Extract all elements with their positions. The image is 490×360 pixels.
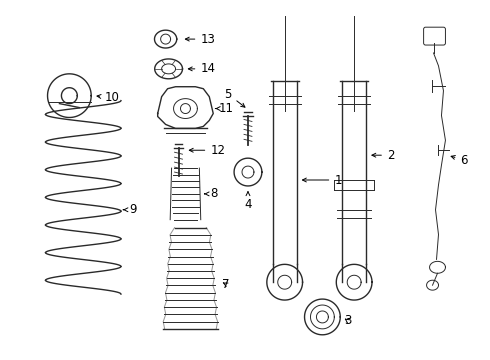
Text: 10: 10 bbox=[97, 91, 120, 104]
Text: 13: 13 bbox=[185, 33, 215, 46]
Text: 14: 14 bbox=[188, 62, 215, 75]
Text: 8: 8 bbox=[205, 188, 218, 201]
Text: 12: 12 bbox=[189, 144, 225, 157]
Text: 1: 1 bbox=[302, 174, 342, 186]
Text: 11: 11 bbox=[216, 102, 233, 115]
Text: 7: 7 bbox=[222, 278, 230, 291]
Text: 3: 3 bbox=[344, 314, 352, 327]
Text: 2: 2 bbox=[372, 149, 394, 162]
Text: 5: 5 bbox=[224, 87, 245, 107]
FancyBboxPatch shape bbox=[424, 27, 445, 45]
Text: 6: 6 bbox=[451, 154, 468, 167]
Text: 4: 4 bbox=[244, 192, 252, 211]
Text: 9: 9 bbox=[123, 203, 136, 216]
